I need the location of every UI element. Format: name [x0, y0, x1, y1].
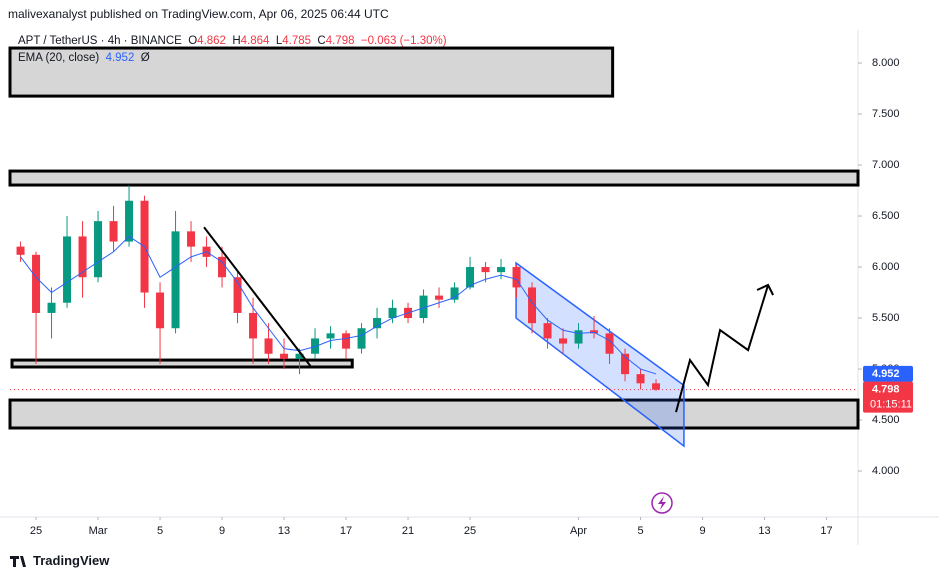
publisher: malivexanalyst published on TradingView.… [8, 7, 389, 21]
close: 4.798 [325, 35, 355, 47]
candle-body [559, 338, 568, 344]
tv-logo [10, 556, 26, 567]
candle-body [574, 330, 583, 344]
x-tick-label: 9 [699, 525, 705, 537]
y-tick-label: 4.000 [872, 465, 900, 477]
o-label: O [188, 35, 198, 47]
y-tick-label: 7.500 [872, 108, 900, 120]
y-tick-label: 6.000 [872, 261, 900, 273]
ema-line [20, 235, 657, 375]
candle-body [512, 267, 521, 288]
l-label: L [275, 35, 283, 47]
candle-body [187, 231, 196, 247]
ema-price-label: 4.952 [872, 368, 900, 380]
candle-body [481, 267, 490, 273]
candle-body [295, 353, 304, 359]
candle-body [63, 236, 72, 303]
high: 4.864 [240, 35, 270, 47]
candle-body [466, 267, 475, 288]
candle-body [326, 333, 335, 339]
zone [8, 398, 860, 430]
candle-body [342, 333, 351, 349]
x-tick-label: 13 [758, 525, 770, 537]
zone [8, 169, 860, 187]
channel [515, 261, 685, 448]
change: −0.063 (−1.30%) [360, 35, 447, 47]
candle-body [32, 254, 41, 313]
projection [675, 284, 770, 413]
x-tick-label: 17 [820, 525, 832, 537]
candle-body [621, 353, 630, 375]
candle-body [171, 231, 180, 329]
candle-body [109, 221, 118, 242]
y-tick-label: 7.000 [872, 159, 900, 171]
candle-body [357, 328, 366, 349]
open: 4.862 [197, 35, 226, 47]
candle-body [497, 267, 506, 273]
x-tick-label: 5 [157, 525, 163, 537]
indicator-legend: EMA (20, close) 4.952 Ø [18, 52, 150, 64]
ema-price-box [863, 365, 913, 382]
x-tick-label: 5 [637, 525, 643, 537]
c-label: C [317, 35, 326, 47]
candle-body [264, 338, 273, 354]
candle-body [450, 287, 459, 300]
x-tick-label: 13 [278, 525, 290, 537]
x-tick-label: 25 [30, 525, 42, 537]
symbol: APT / TetherUS · 4h · BINANCE [18, 35, 182, 47]
indicator: EMA (20, close) [18, 52, 100, 64]
candle-body [218, 256, 227, 278]
candle-body [16, 246, 25, 255]
last-price-box [863, 381, 913, 413]
candle-body [388, 307, 397, 319]
x-tick-label: 9 [219, 525, 225, 537]
candle-body [249, 312, 258, 339]
y-tick-label: 6.500 [872, 210, 900, 222]
candle-body [590, 330, 599, 334]
x-tick-label: 25 [464, 525, 476, 537]
candle-body [156, 292, 165, 329]
zone [10, 358, 354, 369]
brand: TradingView [33, 553, 110, 568]
x-tick-label: 21 [402, 525, 414, 537]
indicator-icon: Ø [140, 52, 150, 64]
candle-body [605, 333, 614, 354]
candle-body [636, 374, 645, 384]
low: 4.785 [282, 35, 312, 47]
y-tick-label: 5.500 [872, 312, 900, 324]
candle-body [373, 318, 382, 329]
candle-body [280, 353, 289, 359]
trendline [203, 226, 313, 369]
indicator-value: 4.952 [105, 52, 135, 64]
candle-body [419, 295, 428, 319]
projection-arrowhead [756, 283, 774, 296]
candle-body [125, 200, 134, 242]
candle-body [94, 221, 103, 278]
candle-body [652, 383, 661, 390]
y-tick-label: 8.000 [872, 57, 900, 69]
x-tick-label: Mar [89, 525, 108, 537]
y-tick-label: 4.500 [872, 414, 900, 426]
candle-body [47, 302, 56, 313]
legend: APT / TetherUS · 4h · BINANCE O4.862 H4.… [18, 35, 447, 47]
candle-body [528, 287, 537, 324]
candle-body [435, 295, 444, 300]
h-label: H [232, 35, 241, 47]
countdown: 01:15:11 [870, 399, 912, 411]
replay-icon[interactable] [651, 492, 673, 514]
x-tick-label: Apr [570, 525, 587, 537]
zone [8, 46, 615, 98]
x-tick-label: 17 [340, 525, 352, 537]
candle-body [78, 236, 87, 278]
candle-body [543, 323, 552, 339]
last-price-label: 4.798 [872, 384, 900, 396]
candle-body [233, 277, 242, 313]
